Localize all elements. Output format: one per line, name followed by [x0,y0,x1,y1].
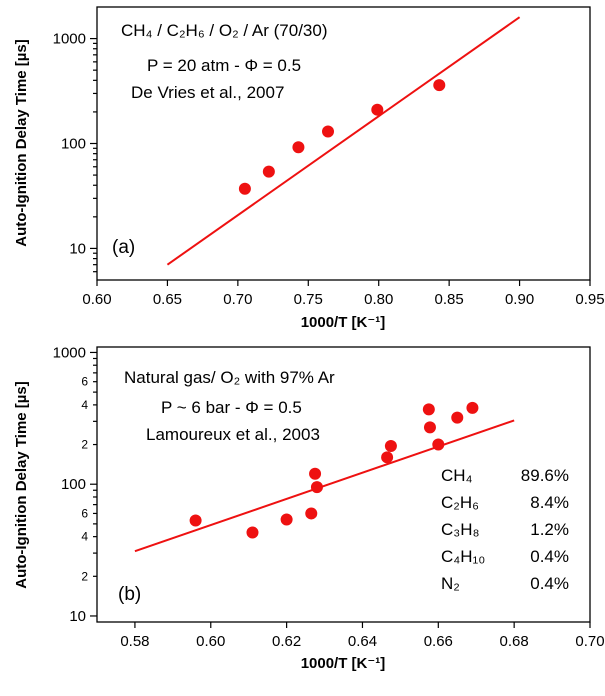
panel-b-x-axis-label: 1000/T [K⁻¹] [301,655,386,672]
x-tick-label: 0.70 [575,633,604,650]
x-tick-label: 0.80 [364,291,393,308]
y-tick-label: 100 [61,136,86,153]
data-point [189,514,202,527]
data-point [384,439,397,452]
panel-a-x-axis: 0.60 0.65 0.70 0.75 0.80 0.85 0.90 0.95 [82,280,605,308]
data-point [322,125,335,138]
panel-b-fit-line [134,419,515,553]
y-minor-tick-label: 6 [81,375,88,389]
panel-a-plot-frame [96,6,591,281]
panel-b-plot-frame [96,346,591,623]
panel-a-fit-line [166,16,521,266]
composition-species: C₄H₁₀ [441,547,485,566]
panel-b-mixture-label: Natural gas/ O₂ with 97% Ar [124,368,335,387]
panel-b-data-points [189,401,479,539]
panel-a-reference-label: De Vries et al., 2007 [131,83,284,102]
data-point [309,467,322,480]
composition-value: 89.6% [521,466,569,485]
x-tick-label: 0.75 [294,291,323,308]
x-tick-label: 0.60 [196,633,225,650]
composition-species: C₃H₈ [441,520,480,539]
panel-a-y-axis: 10 100 1000 [53,31,97,273]
x-tick-label: 0.68 [500,633,529,650]
panel-b-label: (b) [118,584,141,605]
y-tick-label: 1000 [53,344,86,361]
panel-b-y-axis-label: Auto-Ignition Delay Time [µs] [13,381,30,589]
data-point [371,103,384,116]
panel-b-y-axis: 10 100 1000 2 4 6 2 4 6 [53,344,97,625]
y-tick-label: 100 [61,476,86,493]
y-minor-tick-label: 2 [81,438,88,452]
data-point [433,79,446,92]
panel-b-composition-table: CH₄ 89.6% C₂H₆ 8.4% C₃H₈ 1.2% C₄H₁₀ 0.4% N₂ 0.4% [441,466,569,593]
panel-a-x-axis-label: 1000/T [K⁻¹] [301,314,386,331]
x-tick-label: 0.65 [153,291,182,308]
panel-a-conditions-label: P = 20 atm - Φ = 0.5 [147,56,301,75]
panel-a-mixture-label: CH₄ / C₂H₆ / O₂ / Ar (70/30) [121,21,327,40]
x-tick-label: 0.70 [223,291,252,308]
y-minor-tick-label: 4 [81,398,88,412]
panel-a-label: (a) [112,237,135,258]
data-point [423,421,436,434]
x-tick-label: 0.66 [424,633,453,650]
x-tick-label: 0.60 [82,291,111,308]
data-point [292,141,305,154]
data-point [280,513,293,526]
y-minor-tick-label: 2 [81,569,88,583]
panel-b-x-axis: 0.58 0.60 0.62 0.64 0.66 0.68 0.70 [120,622,605,650]
panel-b: 0.58 0.60 0.62 0.64 0.66 0.68 0.70 10 100 1000 2 4… [13,344,605,672]
composition-species: CH₄ [441,466,473,485]
composition-species: C₂H₆ [441,493,479,512]
data-point [422,403,435,416]
data-point [466,401,479,414]
panel-b-reference-label: Lamoureux et al., 2003 [146,425,320,444]
y-minor-tick-label: 6 [81,506,88,520]
x-tick-label: 0.95 [575,291,604,308]
data-point [310,481,323,494]
panel-b-conditions-label: P ~ 6 bar - Φ = 0.5 [161,398,302,417]
x-tick-label: 0.90 [505,291,534,308]
y-tick-label: 1000 [53,31,86,48]
x-tick-label: 0.58 [120,633,149,650]
data-point [238,182,251,195]
panel-a-data-points [238,79,446,195]
data-point [381,451,394,464]
y-minor-tick-label: 4 [81,530,88,544]
data-point [432,438,445,451]
composition-value: 0.4% [530,547,569,566]
data-point [305,507,318,520]
panel-a: 0.60 0.65 0.70 0.75 0.80 0.85 0.90 0.95 1010010… [13,6,605,331]
y-tick-label: 10 [69,240,86,257]
composition-value: 0.4% [530,574,569,593]
composition-value: 8.4% [530,493,569,512]
data-point [246,526,259,539]
panel-a-y-axis-label: Auto-Ignition Delay Time [µs] [13,39,30,247]
data-point [451,411,464,424]
x-tick-label: 0.85 [435,291,464,308]
x-tick-label: 0.62 [272,633,301,650]
composition-value: 1.2% [530,520,569,539]
x-tick-label: 0.64 [348,633,377,650]
y-tick-label: 10 [69,608,86,625]
composition-species: N₂ [441,574,460,593]
data-point [262,165,275,178]
